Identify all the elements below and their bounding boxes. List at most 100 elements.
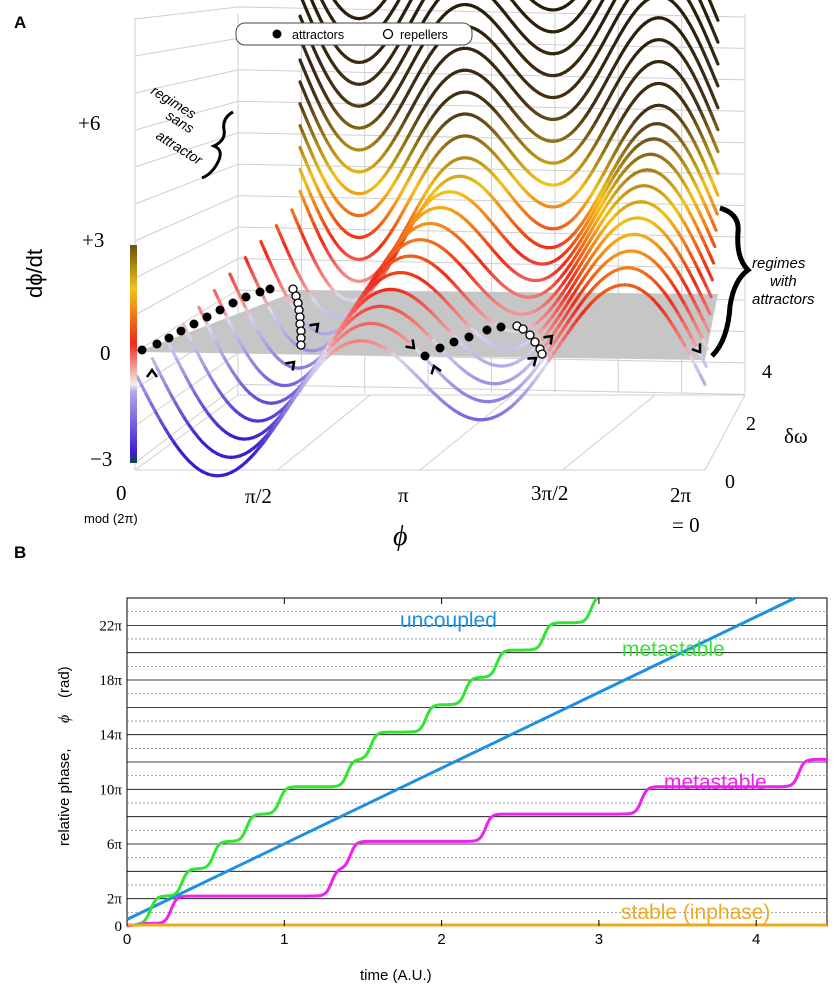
curve-segment xyxy=(166,339,175,353)
panel-b: B 0 1 2 3 4 0 2π 6π 10π 14π 18π 22π uncoupled metast… xyxy=(14,543,828,984)
xtick-2pi: 2π xyxy=(670,483,692,507)
xtick-pi: π xyxy=(398,483,409,507)
annotation-sans-attractor: regimes sans attractor xyxy=(148,82,234,180)
repeller-point xyxy=(525,330,535,340)
svg-text:regimes: regimes xyxy=(752,255,806,272)
svg-text:attractor: attractor xyxy=(153,127,206,168)
attractor-point xyxy=(255,287,265,297)
attractor-point xyxy=(435,343,445,353)
flow-arrow xyxy=(309,322,320,333)
curve-segment xyxy=(689,294,698,306)
curve-segment xyxy=(149,402,158,415)
annotation-with-attractors: regimes with attractors xyxy=(710,205,815,358)
ztick-2: 2 xyxy=(746,413,756,435)
flow-arrow xyxy=(430,363,442,375)
brace-with xyxy=(710,205,752,358)
grid-line xyxy=(134,69,746,94)
curve-segment xyxy=(679,337,688,350)
xaxis-label: time (A.U.) xyxy=(360,967,432,984)
yaxis-label: relative phase, ϕ (rad) xyxy=(56,666,73,846)
attractor-point xyxy=(496,322,506,332)
curve-segment xyxy=(175,357,184,371)
flow-arrow xyxy=(691,343,702,354)
legend-repellers-label: repellers xyxy=(400,28,448,42)
attractor-point xyxy=(482,325,492,335)
ytick-label: 22π xyxy=(99,618,122,634)
curve-segment xyxy=(699,294,708,307)
ytick-minus3: −3 xyxy=(90,447,112,471)
repeller-point xyxy=(530,337,540,347)
curve-segment xyxy=(434,0,441,5)
curve-segment xyxy=(700,355,708,368)
curve-segment xyxy=(144,393,153,406)
curve-segment xyxy=(712,119,720,132)
curve-segment xyxy=(712,97,720,110)
curve-segment xyxy=(692,320,701,333)
ytick-label: 10π xyxy=(99,782,122,798)
attractor-point xyxy=(189,319,199,329)
flow-arrow xyxy=(405,339,416,350)
attractor-point xyxy=(164,333,174,343)
series-line-2 xyxy=(126,757,828,928)
ytick-label: 0 xyxy=(115,919,123,935)
curve-segment xyxy=(704,303,712,316)
curve-segment xyxy=(186,331,194,344)
attractor-point xyxy=(241,292,251,302)
flow-arrow xyxy=(145,367,159,378)
curve-segment xyxy=(693,364,702,377)
legend-repeller-marker xyxy=(382,28,394,40)
x-mod-note: mod (2π) xyxy=(84,511,138,526)
curve-segment xyxy=(712,141,720,154)
grid-line xyxy=(134,6,746,20)
curve-segment xyxy=(395,0,401,5)
curve-segment xyxy=(625,0,630,3)
curve-segment xyxy=(190,340,199,353)
repeller-point xyxy=(537,349,547,359)
xtick-label: 2 xyxy=(437,931,445,948)
curve-segment xyxy=(702,320,711,333)
curve-segment xyxy=(197,305,205,318)
panel-b-series-labels: uncoupled metastable metastable stable (inp… xyxy=(400,609,770,924)
curve-segment xyxy=(155,366,164,379)
fixed-points xyxy=(137,284,702,378)
panel-a-letter: A xyxy=(14,13,26,32)
repeller-point xyxy=(518,324,528,334)
ytick-label: 14π xyxy=(99,728,122,744)
curve-segment xyxy=(712,53,720,66)
attractor-point xyxy=(420,351,430,361)
attractor-point xyxy=(464,332,474,342)
curve-segment xyxy=(712,32,720,44)
curve-segment xyxy=(706,269,714,282)
ytick-zero: 0 xyxy=(100,341,111,365)
flow-arrow xyxy=(285,360,296,371)
yaxis-label-text: relative phase, xyxy=(56,748,73,846)
grid-line xyxy=(277,394,371,471)
curve-segment xyxy=(689,355,698,368)
curve-segment xyxy=(687,311,696,324)
curve-segment xyxy=(194,349,203,362)
x-equals-zero: = 0 xyxy=(672,513,700,537)
xtick-label: 4 xyxy=(752,931,760,948)
attractor-point xyxy=(215,305,225,315)
curve-segment xyxy=(406,0,413,8)
brace-sans xyxy=(201,110,234,180)
curve-segment xyxy=(693,302,702,315)
curve-segment xyxy=(684,346,693,359)
colorbar-gradient xyxy=(130,245,137,463)
yaxis-label-unit: (rad) xyxy=(56,666,73,698)
curve-segment xyxy=(712,185,720,197)
curve-segment xyxy=(164,384,173,397)
xtick-pi-half: π/2 xyxy=(245,484,272,508)
curve-segment xyxy=(420,0,426,5)
ytick-plus6: +6 xyxy=(78,111,100,135)
curve-segment xyxy=(712,163,720,176)
xtick-0: 0 xyxy=(116,481,127,505)
legend-attractor-marker xyxy=(272,29,282,39)
curve-segment xyxy=(160,375,168,388)
attractor-point xyxy=(449,337,459,347)
curve-segment xyxy=(701,337,710,351)
curve-segment xyxy=(686,328,694,341)
curve-segment xyxy=(587,0,592,4)
curve-segment xyxy=(708,252,716,265)
